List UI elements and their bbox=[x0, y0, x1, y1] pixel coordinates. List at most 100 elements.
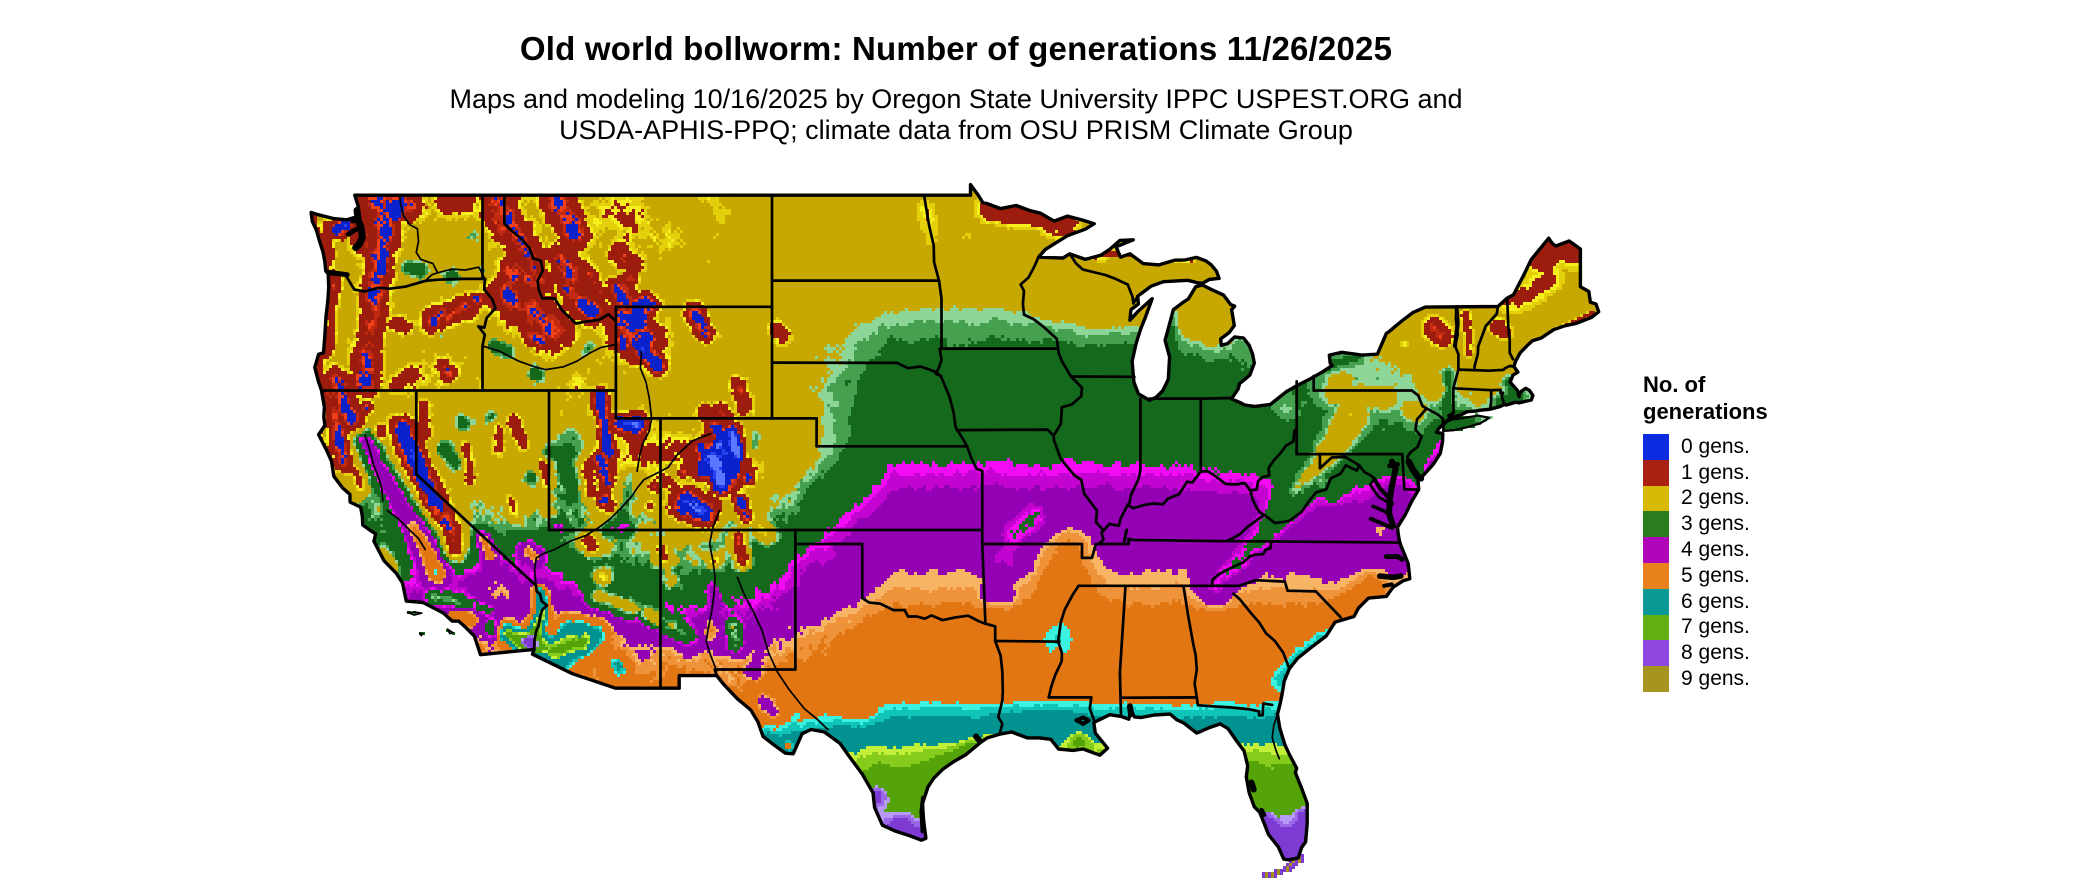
state-border-23 bbox=[955, 428, 1055, 438]
legend-title-line-2: generations bbox=[1643, 399, 1768, 424]
legend-item-3: 3 gens. bbox=[1643, 511, 1768, 538]
state-border-66 bbox=[1488, 388, 1493, 411]
state-border-39 bbox=[1097, 537, 1402, 546]
legend-label-2: 2 gens. bbox=[1681, 486, 1750, 510]
state-border-41 bbox=[1052, 434, 1105, 532]
raster-class-f bbox=[413, 527, 1388, 749]
state-border-33 bbox=[1118, 584, 1127, 718]
state-border-36 bbox=[1232, 592, 1291, 671]
state-border-31 bbox=[980, 542, 1101, 560]
legend-item-6: 6 gens. bbox=[1643, 588, 1768, 615]
state-border-34 bbox=[1182, 584, 1199, 699]
bay-1 bbox=[345, 224, 364, 237]
bay-7 bbox=[1371, 504, 1393, 517]
raster-class-A bbox=[632, 422, 740, 512]
legend-label-5: 5 gens. bbox=[1681, 563, 1750, 587]
raster-class-q bbox=[500, 587, 1325, 752]
legend-swatch-0 bbox=[1643, 434, 1669, 460]
state-border-35 bbox=[1119, 696, 1274, 717]
legend-items: 0 gens. 1 gens. 2 gens. 3 gens. 4 gens. 5 gen… bbox=[1643, 434, 1768, 692]
legend-title: No. of generations bbox=[1643, 371, 1768, 425]
legend-swatch-9 bbox=[1643, 666, 1669, 692]
legend-label-0: 0 gens. bbox=[1681, 434, 1750, 458]
legend-swatch-3 bbox=[1643, 511, 1669, 538]
legend-swatch-1 bbox=[1643, 459, 1669, 486]
raster-class-m bbox=[314, 194, 1598, 581]
state-border-48 bbox=[1068, 252, 1140, 305]
state-border-38 bbox=[1210, 540, 1273, 588]
legend-swatch-2 bbox=[1643, 485, 1669, 512]
legend-label-1: 1 gens. bbox=[1681, 460, 1750, 484]
river-2 bbox=[481, 343, 617, 371]
river-6 bbox=[736, 576, 829, 731]
state-border-57 bbox=[1400, 452, 1421, 491]
map-subtitle: Maps and modeling 10/16/2025 by Oregon S… bbox=[0, 84, 1912, 146]
state-border-4 bbox=[414, 389, 549, 651]
raster-class-c bbox=[314, 188, 1598, 629]
bay-20 bbox=[1453, 306, 1460, 348]
raster-class-i bbox=[524, 638, 1307, 878]
state-border-28 bbox=[993, 639, 1061, 643]
state-border-19 bbox=[939, 374, 969, 448]
legend-label-7: 7 gens. bbox=[1681, 615, 1750, 639]
long-island bbox=[1442, 414, 1491, 433]
bay-5 bbox=[1387, 461, 1400, 469]
legend-title-line-1: No. of bbox=[1643, 372, 1706, 397]
state-border-54 bbox=[1224, 489, 1266, 543]
state-border-64 bbox=[1457, 364, 1515, 373]
legend-label-9: 9 gens. bbox=[1681, 667, 1750, 691]
bay-14 bbox=[973, 733, 983, 744]
legend-item-8: 8 gens. bbox=[1643, 640, 1768, 667]
state-border-18 bbox=[770, 361, 943, 378]
bay-12 bbox=[1382, 582, 1394, 588]
legend-swatch-7 bbox=[1643, 614, 1669, 641]
raster-class-e bbox=[362, 437, 1433, 716]
legend-swatch-8 bbox=[1643, 640, 1669, 667]
legend-item-0: 0 gens. bbox=[1643, 434, 1768, 460]
raster-class-g bbox=[500, 590, 1289, 755]
state-border-26 bbox=[713, 528, 797, 677]
legend-item-4: 4 gens. bbox=[1643, 537, 1768, 563]
legend-swatch-5 bbox=[1643, 562, 1669, 589]
bay-15 bbox=[1248, 779, 1257, 793]
legend-swatch-4 bbox=[1643, 537, 1669, 563]
raster-class-p bbox=[407, 524, 1391, 719]
state-border-51 bbox=[1248, 427, 1299, 492]
state-border-45 bbox=[1126, 397, 1142, 507]
river-7 bbox=[1271, 713, 1281, 760]
raster-class-d bbox=[356, 263, 1523, 653]
state-border-58 bbox=[1312, 389, 1428, 410]
state-border-55 bbox=[1263, 452, 1361, 525]
legend-swatch-6 bbox=[1643, 588, 1669, 615]
raster-class-b bbox=[311, 194, 1595, 566]
state-border-56 bbox=[1357, 463, 1394, 507]
legend-item-5: 5 gens. bbox=[1643, 562, 1768, 589]
legend-label-3: 3 gens. bbox=[1681, 512, 1750, 536]
river-0 bbox=[398, 194, 439, 282]
river-9 bbox=[386, 509, 427, 551]
legend-label-6: 6 gens. bbox=[1681, 589, 1750, 613]
state-border-53 bbox=[1102, 470, 1252, 532]
bay-19 bbox=[1122, 528, 1129, 543]
bay-10 bbox=[1376, 573, 1404, 581]
legend-item-2: 2 gens. bbox=[1643, 485, 1768, 512]
bay-16 bbox=[1259, 807, 1267, 818]
state-border-67 bbox=[1499, 388, 1506, 406]
state-border-42 bbox=[1052, 375, 1084, 438]
state-border-44 bbox=[1019, 255, 1073, 378]
map-legend: No. of generations 0 gens. 1 gens. 2 gens.… bbox=[1643, 371, 1768, 692]
channel-island-2 bbox=[446, 628, 454, 635]
bay-6 bbox=[1372, 477, 1394, 506]
river-1 bbox=[436, 266, 486, 280]
legend-item-9: 9 gens. bbox=[1643, 666, 1768, 692]
river-5 bbox=[705, 509, 721, 672]
map-title: Old world bollworm: Number of generation… bbox=[519, 30, 1393, 67]
bay-3 bbox=[325, 270, 350, 278]
state-border-29 bbox=[1047, 584, 1080, 699]
raster-class-h bbox=[506, 614, 1307, 818]
state-border-27 bbox=[984, 622, 1005, 736]
state-border-15 bbox=[922, 193, 941, 282]
raster-class-F bbox=[407, 521, 1409, 716]
